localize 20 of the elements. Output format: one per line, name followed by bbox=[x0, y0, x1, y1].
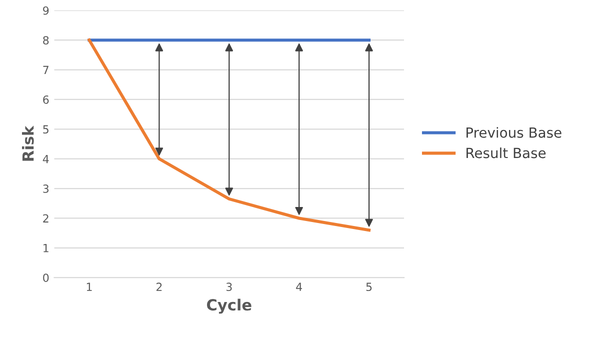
y-tick-label: 1 bbox=[44, 244, 48, 252]
y-tick-label: 2 bbox=[43, 214, 48, 222]
x-tick-label: 3 bbox=[226, 282, 232, 292]
y-tick-label: 8 bbox=[43, 36, 49, 44]
y-tick-label: 7 bbox=[43, 66, 48, 74]
legend-label: Previous Base bbox=[466, 127, 562, 138]
x-tick-label: 4 bbox=[296, 282, 302, 291]
x-tick-label: 1 bbox=[86, 282, 92, 291]
y-tick-label: 0 bbox=[43, 274, 49, 282]
x-tick-label: 2 bbox=[156, 282, 162, 291]
legend-label: Result Base bbox=[466, 147, 546, 158]
y-tick-label: 6 bbox=[43, 95, 49, 104]
line-series bbox=[88, 38, 371, 232]
x-axis-title: Cycle bbox=[206, 298, 252, 314]
y-tick-label: 5 bbox=[43, 125, 48, 134]
y-tick-label: 3 bbox=[43, 184, 49, 193]
y-tick-label: 9 bbox=[43, 6, 49, 15]
y-axis-title: Risk bbox=[22, 126, 34, 161]
x-tick-label: 5 bbox=[366, 282, 372, 292]
y-tick-label: 4 bbox=[42, 154, 49, 164]
